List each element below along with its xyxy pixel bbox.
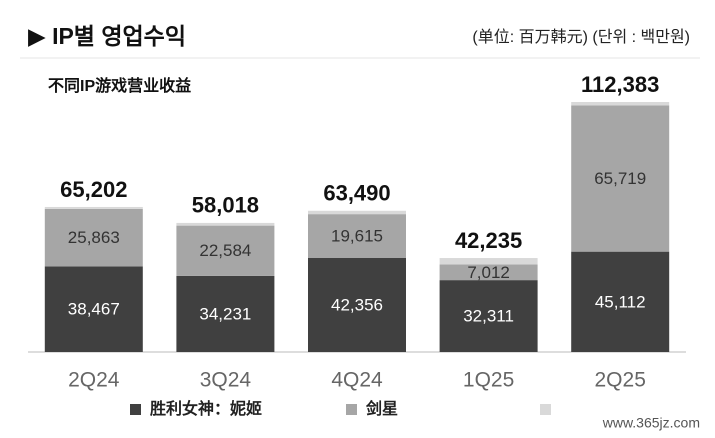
- total-label: 63,490: [323, 181, 390, 206]
- x-tick-label: 1Q25: [463, 369, 514, 392]
- value-label: 25,863: [68, 228, 120, 247]
- unit-note: (单位: 百万韩元) (단위 : 백만원): [472, 28, 690, 46]
- watermark: www.365jz.com: [602, 415, 700, 431]
- bar-segment: [176, 222, 275, 226]
- bar-segment: [439, 258, 538, 265]
- bar-segment: [439, 264, 538, 281]
- bar-segment: [44, 206, 143, 209]
- value-label: 19,615: [331, 226, 383, 245]
- bar-segment: [176, 275, 275, 352]
- value-label: 38,467: [68, 300, 120, 319]
- value-label: 65,719: [594, 169, 646, 188]
- total-label: 42,235: [455, 228, 522, 253]
- x-tick-label: 2Q24: [68, 369, 120, 392]
- total-label: 65,202: [60, 177, 127, 202]
- value-label: 45,112: [595, 292, 646, 311]
- bar-segment: [308, 210, 406, 215]
- value-label: 34,231: [199, 304, 251, 323]
- value-label: 22,584: [199, 241, 251, 260]
- bar-segment: [44, 208, 143, 267]
- legend-label: 胜利女神：妮姬: [150, 399, 262, 418]
- bar-segment: [571, 102, 670, 106]
- legend-label: 剑星: [365, 399, 398, 418]
- bar-segment: [439, 280, 538, 352]
- bar-segment: [571, 251, 670, 352]
- bar-segment: [176, 225, 275, 276]
- bar-segment: [44, 266, 143, 352]
- total-label: 58,018: [192, 193, 259, 218]
- x-tick-label: 2Q25: [595, 369, 646, 392]
- bar-segment: [571, 105, 670, 252]
- value-label: 32,311: [463, 307, 514, 326]
- legend-swatch: [130, 404, 141, 415]
- chart-subtitle: 不同IP游戏营业收益: [48, 76, 191, 95]
- total-label: 112,383: [581, 72, 659, 97]
- bar-segment: [308, 214, 406, 258]
- chart-title: ▶ IP별 영업수익: [28, 23, 186, 49]
- value-label: 42,356: [331, 295, 383, 314]
- legend-swatch: [540, 404, 551, 415]
- x-tick-label: 3Q24: [200, 369, 252, 392]
- value-label: 7,012: [467, 263, 510, 282]
- bar-segment: [308, 257, 406, 352]
- x-tick-label: 4Q24: [331, 369, 383, 392]
- legend-swatch: [346, 404, 357, 415]
